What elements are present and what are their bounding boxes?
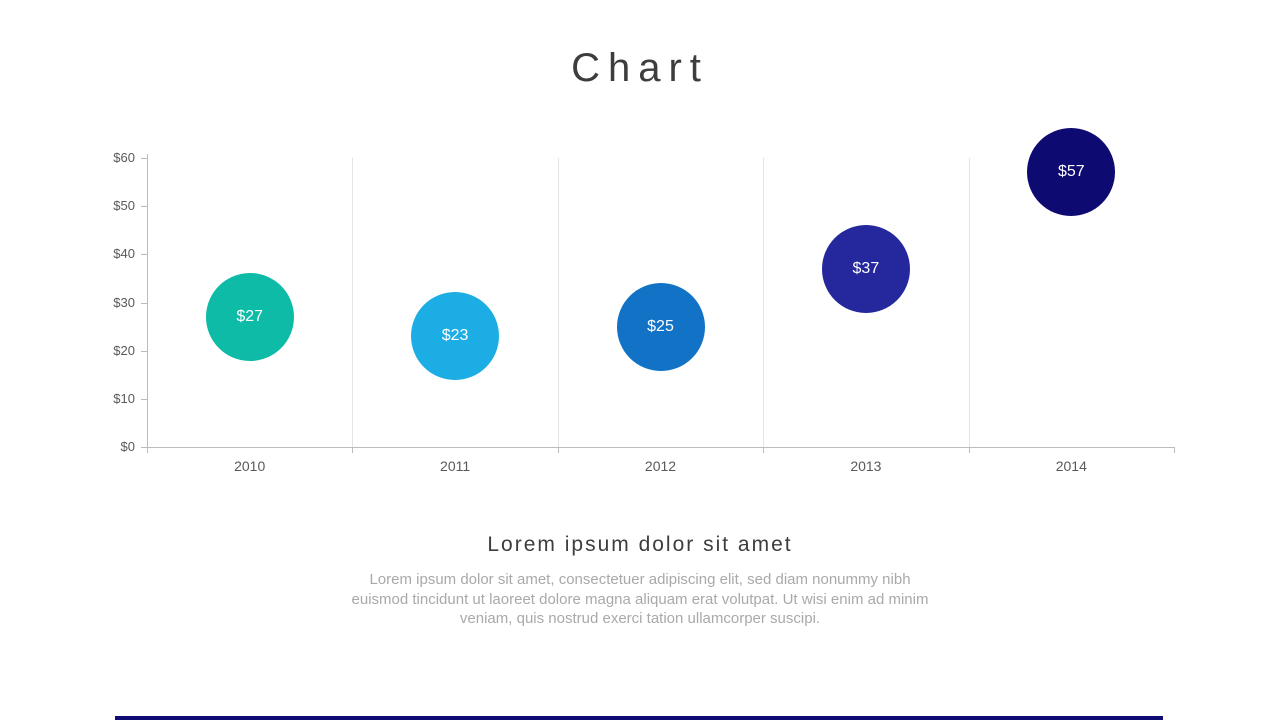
y-axis-tick-label: $40 bbox=[113, 246, 135, 261]
y-axis-tick bbox=[141, 399, 147, 400]
x-axis-line bbox=[147, 447, 1175, 448]
chart-gridline bbox=[969, 158, 970, 447]
bubble-value-label: $23 bbox=[441, 327, 469, 345]
x-axis-category-label: 2014 bbox=[1055, 458, 1087, 474]
footer-accent-bar bbox=[115, 716, 1163, 720]
y-axis-tick-label: $0 bbox=[120, 439, 135, 454]
y-axis-tick-label: $50 bbox=[113, 198, 135, 213]
body-text: Lorem ipsum dolor sit amet, consectetuer… bbox=[351, 571, 929, 627]
y-axis-tick-label: $60 bbox=[113, 150, 135, 165]
bubble-value-label: $57 bbox=[1057, 163, 1085, 181]
subtitle: Lorem ipsum dolor sit amet bbox=[487, 533, 793, 556]
y-axis-tick bbox=[141, 254, 147, 255]
x-axis-tick bbox=[352, 447, 353, 453]
x-axis-tick bbox=[969, 447, 970, 453]
data-bubble: $25 bbox=[616, 282, 705, 371]
x-axis-tick bbox=[763, 447, 764, 453]
bubble-value-label: $25 bbox=[647, 317, 674, 335]
bubble-value-label: $37 bbox=[852, 259, 880, 277]
x-axis-tick bbox=[1174, 447, 1175, 453]
y-axis-tick-label: $20 bbox=[113, 343, 135, 358]
y-axis-tick bbox=[141, 351, 147, 352]
data-bubble: $27 bbox=[205, 272, 294, 361]
chart-gridline bbox=[352, 158, 353, 447]
y-axis-tick bbox=[141, 158, 147, 159]
y-axis-tick-label: $30 bbox=[113, 295, 135, 310]
y-axis-tick bbox=[141, 206, 147, 207]
y-axis-tick bbox=[141, 447, 147, 448]
y-axis-line bbox=[147, 154, 148, 448]
x-axis-category-label: 2012 bbox=[644, 458, 677, 474]
chart-gridline bbox=[763, 158, 764, 447]
y-axis-tick-label: $10 bbox=[113, 391, 135, 406]
data-bubble: $37 bbox=[821, 224, 910, 313]
x-axis-category-label: 2010 bbox=[234, 458, 266, 474]
data-bubble: $57 bbox=[1027, 128, 1116, 217]
x-axis-tick bbox=[147, 447, 148, 453]
y-axis-tick bbox=[141, 303, 147, 304]
chart-gridline bbox=[558, 158, 559, 447]
data-bubble: $23 bbox=[411, 292, 500, 381]
x-axis-category-label: 2011 bbox=[440, 458, 471, 474]
bubble-value-label: $27 bbox=[236, 307, 264, 325]
x-axis-category-label: 2013 bbox=[850, 458, 882, 474]
x-axis-tick bbox=[558, 447, 559, 453]
page-title: Chart bbox=[571, 46, 709, 90]
